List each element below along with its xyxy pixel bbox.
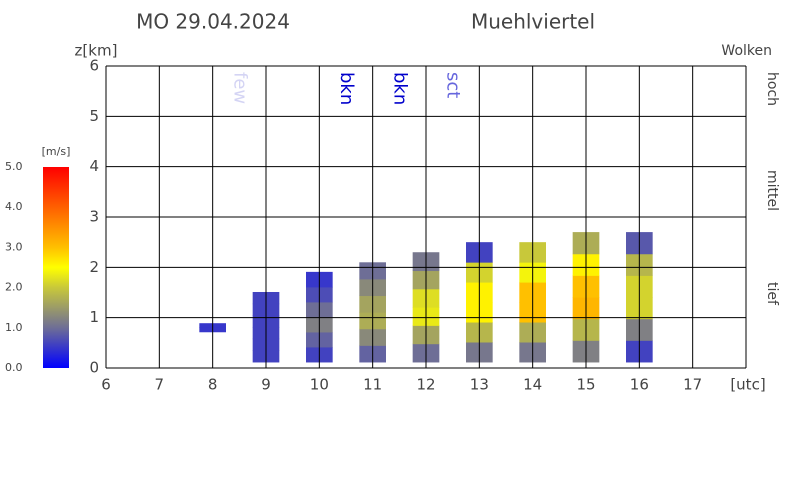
x-tick-label: 7 (155, 376, 165, 394)
x-tick-label: 8 (208, 376, 218, 394)
chart-subtitle: Muehlviertel (471, 10, 595, 34)
colorbar-tick-label: 0.0 (5, 361, 23, 374)
y-axis-label: z[km] (75, 42, 118, 60)
colorbar-tick-label: 2.0 (5, 281, 23, 294)
level-label: hoch (764, 72, 780, 106)
x-tick-label: 11 (363, 376, 382, 394)
colorbar-label: [m/s] (42, 145, 71, 158)
x-tick-label: 9 (261, 376, 271, 394)
x-tick-label: 15 (576, 376, 595, 394)
cloud-label: bkn (389, 72, 410, 105)
cloud-label: few (229, 72, 250, 104)
y-tick-label: 3 (89, 208, 99, 226)
x-tick-label: 17 (683, 376, 702, 394)
x-axis-label: [utc] (730, 376, 765, 394)
y-tick-label: 0 (89, 359, 99, 377)
colorbar-tick-label: 1.0 (5, 321, 23, 334)
cloud-title: Wolken (721, 43, 772, 59)
y-tick-label: 1 (89, 308, 99, 326)
thermal-bar (359, 262, 386, 363)
x-tick-label: 10 (310, 376, 329, 394)
x-tick-label: 14 (523, 376, 542, 394)
x-tick-label: 16 (630, 376, 649, 394)
colorbar-tick-label: 3.0 (5, 240, 23, 253)
x-tick-label: 12 (416, 376, 435, 394)
colorbar-tick-label: 4.0 (5, 200, 23, 213)
chart-title: MO 29.04.2024 (136, 10, 290, 34)
cloud-label: sct (443, 72, 464, 98)
y-tick-label: 6 (89, 57, 99, 75)
level-label: tief (764, 282, 780, 306)
colorbar-tick-label: 5.0 (5, 160, 23, 173)
thermal-bar (252, 291, 280, 363)
colorbar (43, 167, 69, 368)
level-label: mittel (764, 170, 780, 211)
x-tick-label: 13 (470, 376, 489, 394)
cloud-label: bkn (336, 72, 357, 105)
y-tick-label: 5 (89, 107, 99, 125)
y-tick-label: 4 (89, 157, 99, 175)
x-tick-label: 6 (101, 376, 111, 394)
y-tick-label: 2 (89, 258, 99, 276)
